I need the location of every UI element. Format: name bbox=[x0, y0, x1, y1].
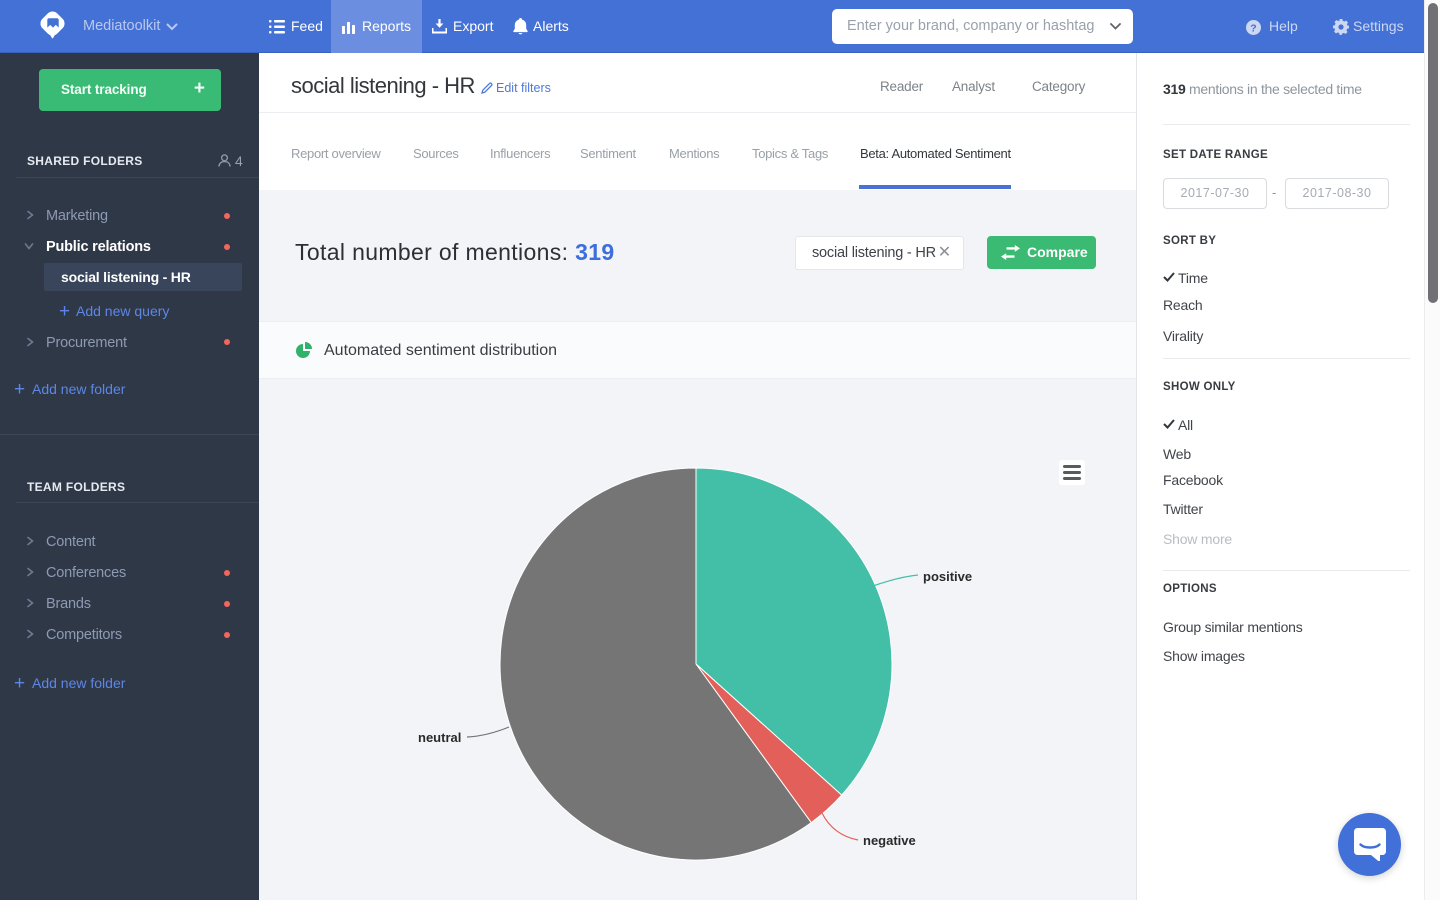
svg-text:?: ? bbox=[1250, 22, 1256, 34]
